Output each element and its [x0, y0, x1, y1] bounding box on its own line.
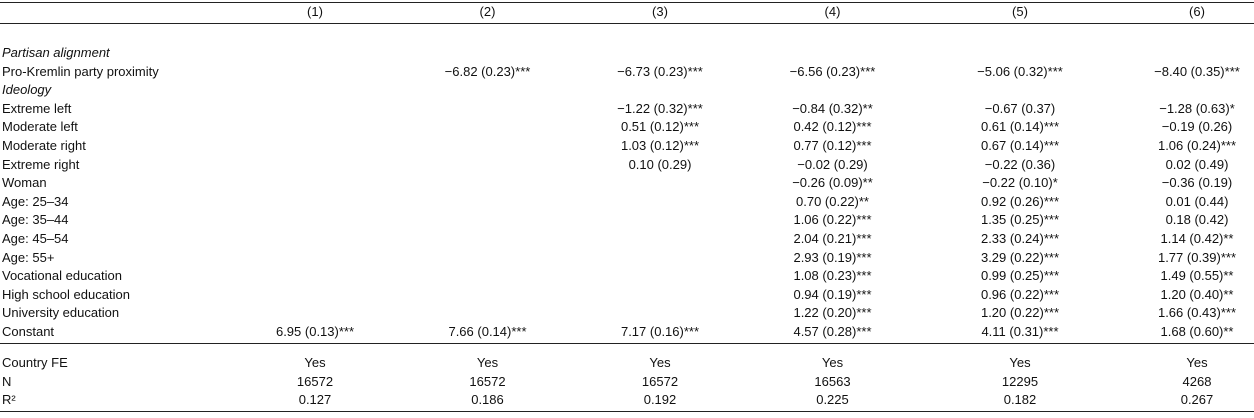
- cell: 1.35 (0.25)***: [980, 212, 1060, 228]
- cell: −8.40 (0.35)***: [1154, 63, 1240, 79]
- cell: 1.06 (0.22)***: [793, 212, 872, 228]
- cell: −0.22 (0.10)*: [982, 175, 1058, 191]
- cell: 0.127: [298, 392, 332, 408]
- cell: 0.02 (0.49): [1165, 156, 1229, 172]
- cell: 0.267: [1180, 392, 1214, 408]
- cell: 2.33 (0.24)***: [980, 231, 1060, 246]
- header-rule: [0, 23, 1254, 24]
- cell: 1.68 (0.60)**: [1160, 324, 1234, 339]
- cell: 1.20 (0.40)**: [1160, 286, 1234, 302]
- cell: 0.77 (0.12)***: [793, 138, 872, 153]
- section-label: Partisan alignment: [2, 45, 110, 60]
- cell: 4.57 (0.28)***: [793, 324, 872, 339]
- cell: 7.17 (0.16)***: [620, 324, 700, 339]
- cell: 1.49 (0.55)**: [1160, 268, 1234, 284]
- row-label: Extreme right: [2, 156, 80, 172]
- cell: 12295: [1001, 373, 1039, 389]
- row-label: Vocational education: [2, 268, 122, 284]
- cell: −1.28 (0.63)*: [1159, 100, 1235, 116]
- cell: 1.77 (0.39)***: [1157, 249, 1237, 265]
- cell: 1.08 (0.23)***: [793, 268, 872, 284]
- cell: 4268: [1182, 373, 1212, 389]
- cell: 16563: [814, 373, 851, 389]
- cell: 4.11 (0.31)***: [981, 324, 1059, 339]
- cell: −0.36 (0.19): [1161, 175, 1233, 191]
- cell: −0.84 (0.32)**: [792, 100, 873, 116]
- cell: 0.42 (0.12)***: [793, 119, 872, 135]
- cell: 3.29 (0.22)***: [980, 249, 1060, 265]
- cell: 1.22 (0.20)***: [793, 305, 872, 321]
- row-label: Extreme left: [2, 100, 72, 116]
- cell: −6.73 (0.23)***: [617, 63, 703, 79]
- cell: 0.182: [1003, 392, 1037, 408]
- section-label: Ideology: [2, 82, 52, 98]
- cell: −0.02 (0.29): [797, 156, 868, 172]
- cell: Yes: [1009, 355, 1031, 370]
- column-header: (6): [1189, 4, 1205, 19]
- cell: −6.56 (0.23)***: [789, 63, 876, 79]
- cell: 0.61 (0.14)***: [980, 119, 1060, 135]
- column-header: (3): [652, 4, 668, 19]
- row-label: High school education: [2, 286, 130, 302]
- cell: 0.10 (0.29): [628, 156, 692, 172]
- row-label: N: [2, 373, 12, 389]
- cell: −6.82 (0.23)***: [444, 63, 531, 79]
- row-label: R²: [2, 392, 16, 408]
- row-label: Age: 35–44: [2, 212, 69, 228]
- cell: 0.67 (0.14)***: [980, 138, 1060, 153]
- cell: 1.20 (0.22)***: [980, 305, 1060, 321]
- cell: 1.66 (0.43)***: [1157, 305, 1237, 321]
- cell: −0.19 (0.26): [1161, 119, 1233, 135]
- cell: 0.225: [816, 392, 849, 408]
- cell: 16572: [296, 373, 334, 389]
- row-label: Woman: [2, 175, 47, 191]
- cell: 1.14 (0.42)**: [1160, 231, 1234, 246]
- column-header: (5): [1012, 4, 1028, 19]
- cell: −0.67 (0.37): [984, 100, 1056, 116]
- cell: 16572: [641, 373, 679, 389]
- cell: 6.95 (0.13)***: [275, 324, 355, 339]
- cell: −1.22 (0.32)***: [617, 100, 703, 116]
- cell: −0.22 (0.36): [984, 156, 1056, 172]
- cell: 2.04 (0.21)***: [793, 231, 872, 246]
- cell: −5.06 (0.32)***: [977, 63, 1063, 79]
- cell: 7.66 (0.14)***: [448, 324, 527, 339]
- cell: 0.92 (0.26)***: [980, 193, 1060, 209]
- cell: 0.18 (0.42): [1165, 212, 1229, 228]
- cell: Yes: [649, 355, 671, 370]
- row-label: Age: 45–54: [2, 231, 69, 246]
- row-label: Country FE: [2, 355, 68, 370]
- cell: 0.94 (0.19)***: [793, 286, 872, 302]
- cell: 1.06 (0.24)***: [1157, 138, 1237, 153]
- row-label: Pro-Kremlin party proximity: [2, 63, 159, 79]
- row-label: Moderate right: [2, 138, 86, 153]
- column-header: (4): [824, 4, 841, 19]
- row-label: Moderate left: [2, 119, 78, 135]
- cell: 0.96 (0.22)***: [980, 286, 1060, 302]
- cell: Yes: [304, 355, 326, 370]
- cell: 0.99 (0.25)***: [980, 268, 1060, 284]
- cell: 0.01 (0.44): [1165, 193, 1229, 209]
- row-label: Constant: [2, 324, 55, 339]
- cell: 1.03 (0.12)***: [620, 138, 700, 153]
- footer-rule: [0, 343, 1254, 344]
- cell: Yes: [821, 355, 844, 370]
- top-rule: [0, 2, 1254, 3]
- cell: 0.51 (0.12)***: [620, 119, 700, 135]
- row-label: University education: [2, 305, 120, 321]
- cell: 0.192: [643, 392, 677, 408]
- bottom-rule: [0, 411, 1254, 412]
- column-header: (1): [307, 4, 323, 19]
- cell: 0.70 (0.22)**: [796, 193, 869, 209]
- cell: 0.186: [471, 392, 504, 408]
- cell: −0.26 (0.09)**: [792, 175, 873, 191]
- cell: 16572: [469, 373, 506, 389]
- cell: Yes: [476, 355, 499, 370]
- row-label: Age: 55+: [2, 249, 55, 265]
- cell: 2.93 (0.19)***: [793, 249, 872, 265]
- column-header: (2): [479, 4, 496, 19]
- cell: Yes: [1186, 355, 1208, 370]
- row-label: Age: 25–34: [2, 193, 69, 209]
